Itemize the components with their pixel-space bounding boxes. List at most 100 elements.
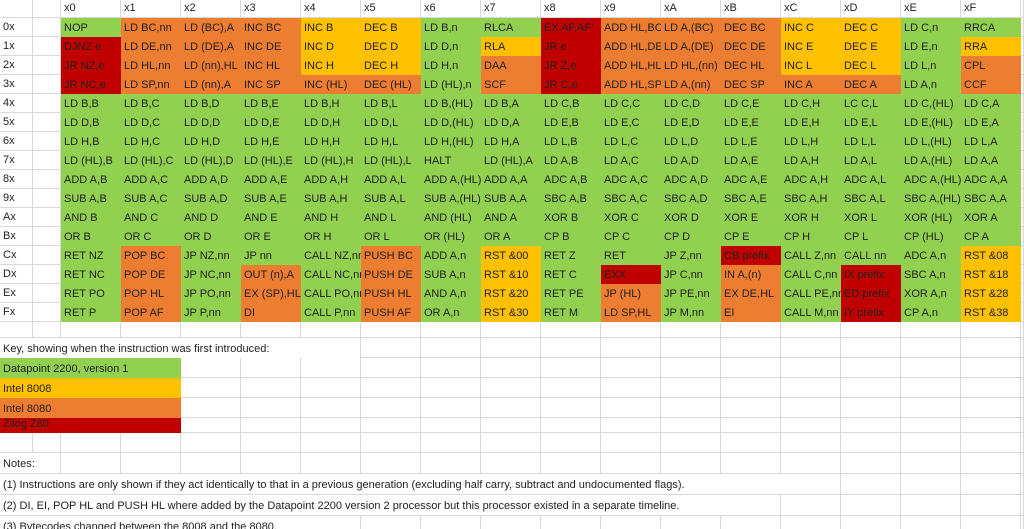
cell-8x-xE[interactable]: ADC A,(HL)	[901, 170, 961, 189]
cell-3x-x4[interactable]: INC (HL)	[301, 75, 361, 94]
cell-Ex-x0[interactable]: RET PO	[61, 284, 121, 303]
cell-Cx-x1[interactable]: POP BC	[121, 246, 181, 265]
cell-7x-xB[interactable]: LD A,E	[721, 151, 781, 170]
cell-Fx-xB[interactable]: EI	[721, 303, 781, 322]
cell-6x-xE[interactable]: LD L,(HL)	[901, 132, 961, 151]
col-header-x2[interactable]: x2	[181, 0, 241, 18]
cell-7x-xC[interactable]: LD A,H	[781, 151, 841, 170]
cell-Ex-x1[interactable]: POP HL	[121, 284, 181, 303]
cell-9x-x5[interactable]: SUB A,L	[361, 189, 421, 208]
cell-Bx-x2[interactable]: OR D	[181, 227, 241, 246]
cell-2x-x9[interactable]: ADD HL,HL	[601, 56, 661, 75]
cell-6x-x9[interactable]: LD L,C	[601, 132, 661, 151]
cell-Bx-x8[interactable]: CP B	[541, 227, 601, 246]
cell-Bx-xB[interactable]: CP E	[721, 227, 781, 246]
row-header-Bx[interactable]: Bx	[0, 227, 33, 246]
cell-7x-x2[interactable]: LD (HL),D	[181, 151, 241, 170]
cell-6x-x7[interactable]: LD H,A	[481, 132, 541, 151]
row-header-4x[interactable]: 4x	[0, 94, 33, 113]
col-header-x9[interactable]: x9	[601, 0, 661, 18]
cell-Ex-x3[interactable]: EX (SP),HL	[241, 284, 301, 303]
cell-2x-xE[interactable]: LD L,n	[901, 56, 961, 75]
col-header-xA[interactable]: xA	[661, 0, 721, 18]
cell-Ax-x2[interactable]: AND D	[181, 208, 241, 227]
cell-4x-xB[interactable]: LD C,E	[721, 94, 781, 113]
cell-2x-x2[interactable]: LD (nn),HL	[181, 56, 241, 75]
cell-5x-xD[interactable]: LD E,L	[841, 113, 901, 132]
cell-3x-xD[interactable]: DEC A	[841, 75, 901, 94]
cell-4x-xF[interactable]: LD C,A	[961, 94, 1021, 113]
cell-Dx-x4[interactable]: CALL NC,nn	[301, 265, 361, 284]
cell-7x-xF[interactable]: LD A,A	[961, 151, 1021, 170]
cell-1x-x5[interactable]: DEC D	[361, 37, 421, 56]
cell-3x-x6[interactable]: LD (HL),n	[421, 75, 481, 94]
cell-5x-x7[interactable]: LD D,A	[481, 113, 541, 132]
cell-Fx-x9[interactable]: LD SP,HL	[601, 303, 661, 322]
cell-6x-x0[interactable]: LD H,B	[61, 132, 121, 151]
col-header-xD[interactable]: xD	[841, 0, 901, 18]
cell-6x-xA[interactable]: LD L,D	[661, 132, 721, 151]
cell-0x-xF[interactable]: RRCA	[961, 18, 1021, 37]
row-header-7x[interactable]: 7x	[0, 151, 33, 170]
cell-7x-x3[interactable]: LD (HL),E	[241, 151, 301, 170]
col-header-x8[interactable]: x8	[541, 0, 601, 18]
cell-5x-x1[interactable]: LD D,C	[121, 113, 181, 132]
cell-4x-x9[interactable]: LD C,C	[601, 94, 661, 113]
cell-Bx-x1[interactable]: OR C	[121, 227, 181, 246]
cell-5x-x8[interactable]: LD E,B	[541, 113, 601, 132]
cell-0x-x5[interactable]: DEC B	[361, 18, 421, 37]
col-header-x1[interactable]: x1	[121, 0, 181, 18]
cell-Bx-x3[interactable]: OR E	[241, 227, 301, 246]
cell-Bx-x6[interactable]: OR (HL)	[421, 227, 481, 246]
cell-Fx-x6[interactable]: OR A,n	[421, 303, 481, 322]
cell-Ex-x2[interactable]: JP PO,nn	[181, 284, 241, 303]
cell-5x-x4[interactable]: LD D,H	[301, 113, 361, 132]
cell-7x-x0[interactable]: LD (HL),B	[61, 151, 121, 170]
cell-Cx-xB[interactable]: CB prefix	[721, 246, 781, 265]
cell-Ax-x7[interactable]: AND A	[481, 208, 541, 227]
col-header-xF[interactable]: xF	[961, 0, 1021, 18]
cell-2x-x3[interactable]: INC HL	[241, 56, 301, 75]
cell-6x-x6[interactable]: LD H,(HL)	[421, 132, 481, 151]
cell-Bx-xF[interactable]: CP A	[961, 227, 1021, 246]
cell-7x-xA[interactable]: LD A,D	[661, 151, 721, 170]
cell-7x-x6[interactable]: HALT	[421, 151, 481, 170]
cell-Cx-x4[interactable]: CALL NZ,nn	[301, 246, 361, 265]
cell-1x-x6[interactable]: LD D,n	[421, 37, 481, 56]
cell-7x-x5[interactable]: LD (HL),L	[361, 151, 421, 170]
cell-1x-x7[interactable]: RLA	[481, 37, 541, 56]
cell-Fx-x0[interactable]: RET P	[61, 303, 121, 322]
cell-1x-xA[interactable]: LD A,(DE)	[661, 37, 721, 56]
cell-5x-xF[interactable]: LD E,A	[961, 113, 1021, 132]
row-header-0x[interactable]: 0x	[0, 18, 33, 37]
cell-Fx-x7[interactable]: RST &30	[481, 303, 541, 322]
cell-Cx-x6[interactable]: ADD A,n	[421, 246, 481, 265]
cell-Bx-x5[interactable]: OR L	[361, 227, 421, 246]
cell-Fx-xF[interactable]: RST &38	[961, 303, 1021, 322]
row-header-8x[interactable]: 8x	[0, 170, 33, 189]
cell-0x-x9[interactable]: ADD HL,BC	[601, 18, 661, 37]
cell-Dx-x2[interactable]: JP NC,nn	[181, 265, 241, 284]
cell-Fx-x2[interactable]: JP P,nn	[181, 303, 241, 322]
cell-8x-x9[interactable]: ADC A,C	[601, 170, 661, 189]
cell-9x-x8[interactable]: SBC A,B	[541, 189, 601, 208]
cell-Ax-xD[interactable]: XOR L	[841, 208, 901, 227]
cell-5x-x2[interactable]: LD D,D	[181, 113, 241, 132]
cell-9x-x7[interactable]: SUB A,A	[481, 189, 541, 208]
cell-3x-x5[interactable]: DEC (HL)	[361, 75, 421, 94]
cell-6x-xB[interactable]: LD L,E	[721, 132, 781, 151]
cell-Cx-x8[interactable]: RET Z	[541, 246, 601, 265]
cell-Ax-x9[interactable]: XOR C	[601, 208, 661, 227]
cell-Cx-x7[interactable]: RST &00	[481, 246, 541, 265]
cell-Ex-xB[interactable]: EX DE,HL	[721, 284, 781, 303]
cell-6x-x4[interactable]: LD H,H	[301, 132, 361, 151]
cell-5x-x5[interactable]: LD D,L	[361, 113, 421, 132]
cell-Ax-xE[interactable]: XOR (HL)	[901, 208, 961, 227]
col-header-x3[interactable]: x3	[241, 0, 301, 18]
cell-8x-x5[interactable]: ADD A,L	[361, 170, 421, 189]
row-header-1x[interactable]: 1x	[0, 37, 33, 56]
cell-5x-x6[interactable]: LD D,(HL)	[421, 113, 481, 132]
cell-4x-x1[interactable]: LD B,C	[121, 94, 181, 113]
cell-Ax-xF[interactable]: XOR A	[961, 208, 1021, 227]
cell-2x-xF[interactable]: CPL	[961, 56, 1021, 75]
